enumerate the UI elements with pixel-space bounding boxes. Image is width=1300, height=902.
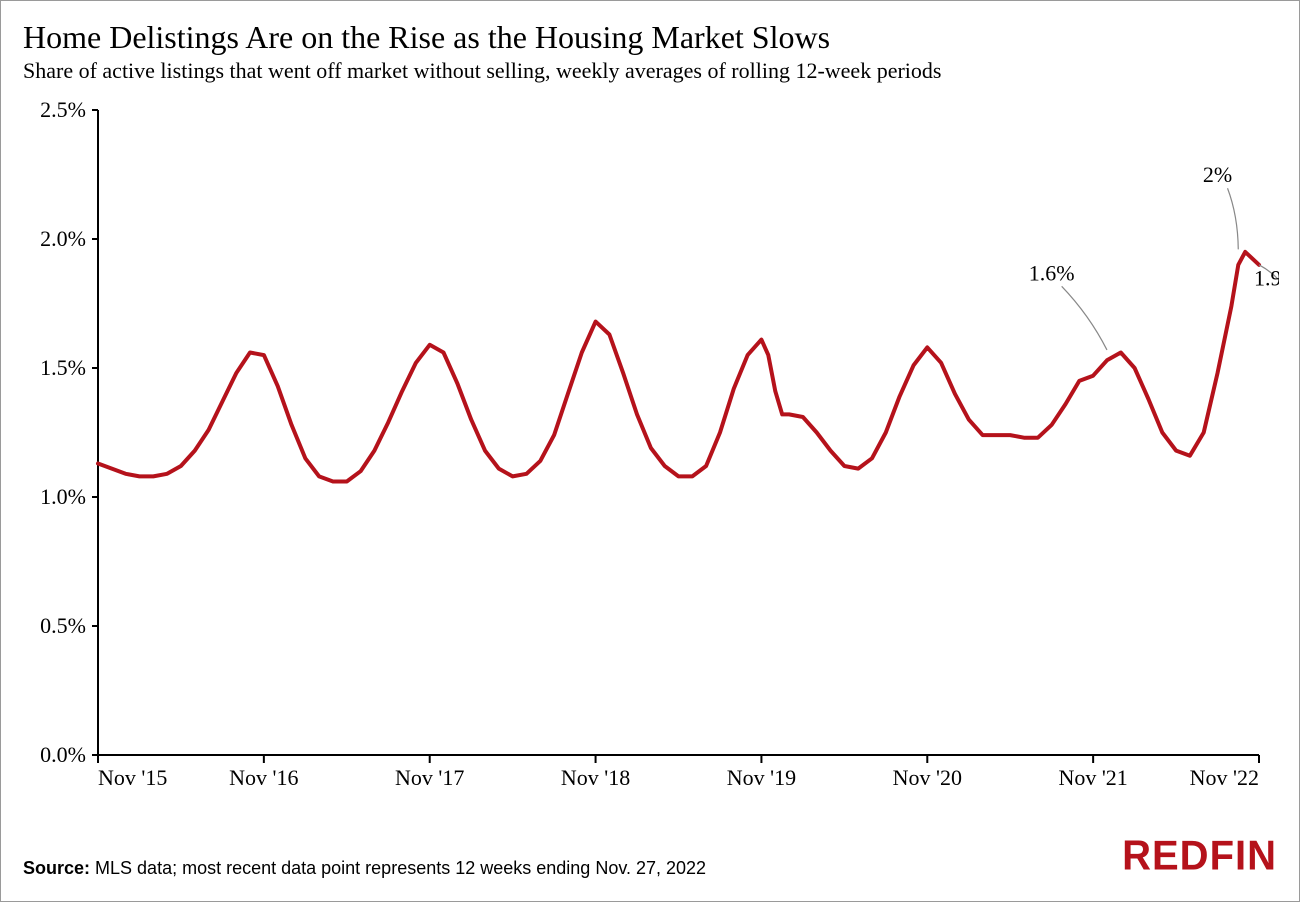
svg-text:Nov '18: Nov '18: [561, 765, 630, 790]
svg-text:0.5%: 0.5%: [40, 613, 86, 638]
source-label: Source:: [23, 858, 90, 878]
footer: Source: MLS data; most recent data point…: [23, 834, 1277, 879]
svg-text:Nov '20: Nov '20: [893, 765, 962, 790]
line-chart-svg: 0.0% 0.5% 1.0% 1.5% 2.0% 2.5% Nov '15 Nov '16 No…: [23, 90, 1279, 810]
svg-text:1.6%: 1.6%: [1029, 260, 1075, 285]
svg-text:Nov '15: Nov '15: [98, 765, 167, 790]
chart-frame: Home Delistings Are on the Rise as the H…: [0, 0, 1300, 902]
svg-text:Nov '22: Nov '22: [1190, 765, 1259, 790]
redfin-logo: REDFIN: [1122, 833, 1277, 880]
svg-text:2%: 2%: [1203, 162, 1232, 187]
svg-text:2.5%: 2.5%: [40, 97, 86, 122]
svg-text:2.0%: 2.0%: [40, 226, 86, 251]
source-text: MLS data; most recent data point represe…: [90, 858, 706, 878]
source-line: Source: MLS data; most recent data point…: [23, 858, 706, 879]
svg-text:0.0%: 0.0%: [40, 742, 86, 767]
svg-text:Nov '19: Nov '19: [727, 765, 796, 790]
chart-area: 0.0% 0.5% 1.0% 1.5% 2.0% 2.5% Nov '15 Nov '16 No…: [23, 90, 1279, 810]
svg-text:Nov '17: Nov '17: [395, 765, 464, 790]
svg-text:1.9%: 1.9%: [1254, 265, 1279, 290]
svg-text:1.0%: 1.0%: [40, 484, 86, 509]
svg-text:1.5%: 1.5%: [40, 355, 86, 380]
svg-text:Nov '16: Nov '16: [229, 765, 298, 790]
chart-subtitle: Share of active listings that went off m…: [23, 58, 1277, 84]
chart-title: Home Delistings Are on the Rise as the H…: [23, 19, 1277, 56]
svg-text:Nov '21: Nov '21: [1058, 765, 1127, 790]
